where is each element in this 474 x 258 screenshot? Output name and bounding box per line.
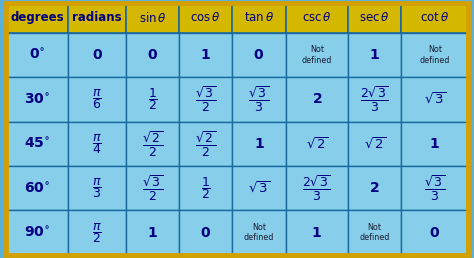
Text: $\dfrac{\pi}{4}$: $\dfrac{\pi}{4}$ xyxy=(92,132,102,156)
Bar xyxy=(126,122,179,166)
Bar xyxy=(232,77,285,122)
Text: $\dfrac{\sqrt{2}}{2}$: $\dfrac{\sqrt{2}}{2}$ xyxy=(142,129,163,159)
Bar xyxy=(285,122,348,166)
Text: $\tan\theta$: $\tan\theta$ xyxy=(244,11,274,25)
Text: radians: radians xyxy=(72,11,122,25)
Text: Not
defined: Not defined xyxy=(301,45,332,65)
Bar xyxy=(68,77,126,122)
Bar xyxy=(401,3,468,33)
Bar xyxy=(348,166,401,211)
Bar xyxy=(348,211,401,255)
Bar xyxy=(401,166,468,211)
Text: $\mathbf{1}$: $\mathbf{1}$ xyxy=(147,226,158,240)
Bar xyxy=(285,3,348,33)
Text: $\dfrac{\pi}{2}$: $\dfrac{\pi}{2}$ xyxy=(92,221,102,245)
Text: Not
defined: Not defined xyxy=(359,223,390,242)
Text: $\mathbf{60^{\circ}}$: $\mathbf{60^{\circ}}$ xyxy=(24,181,50,196)
Bar xyxy=(285,77,348,122)
Bar xyxy=(179,166,232,211)
Text: $\mathbf{90^{\circ}}$: $\mathbf{90^{\circ}}$ xyxy=(24,225,50,240)
Text: $\cot\theta$: $\cot\theta$ xyxy=(420,11,449,25)
Text: $\mathbf{1}$: $\mathbf{1}$ xyxy=(254,137,264,151)
Bar xyxy=(68,33,126,77)
Bar xyxy=(348,77,401,122)
Text: $\mathbf{0}$: $\mathbf{0}$ xyxy=(429,226,440,240)
Text: $\cos\theta$: $\cos\theta$ xyxy=(191,11,221,25)
Text: $\dfrac{2\sqrt{3}}{3}$: $\dfrac{2\sqrt{3}}{3}$ xyxy=(302,173,331,203)
Text: $\mathbf{1}$: $\mathbf{1}$ xyxy=(311,226,322,240)
Bar xyxy=(348,33,401,77)
Bar xyxy=(179,3,232,33)
Text: $\mathbf{0}$: $\mathbf{0}$ xyxy=(201,226,211,240)
Bar xyxy=(232,211,285,255)
Text: $\sec\theta$: $\sec\theta$ xyxy=(359,11,390,25)
Text: $\dfrac{\sqrt{3}}{3}$: $\dfrac{\sqrt{3}}{3}$ xyxy=(424,173,445,203)
Bar xyxy=(348,3,401,33)
Bar xyxy=(179,211,232,255)
Bar xyxy=(6,33,68,77)
Text: $\sin\theta$: $\sin\theta$ xyxy=(139,11,166,25)
Text: $\dfrac{1}{2}$: $\dfrac{1}{2}$ xyxy=(201,175,211,201)
Text: $\csc\theta$: $\csc\theta$ xyxy=(302,11,332,25)
Bar xyxy=(232,122,285,166)
Bar xyxy=(179,77,232,122)
Bar xyxy=(6,77,68,122)
Text: $\dfrac{2\sqrt{3}}{3}$: $\dfrac{2\sqrt{3}}{3}$ xyxy=(360,85,389,114)
Text: $\dfrac{1}{2}$: $\dfrac{1}{2}$ xyxy=(147,86,157,112)
Bar xyxy=(232,33,285,77)
Text: $\mathbf{1}$: $\mathbf{1}$ xyxy=(201,48,211,62)
Bar xyxy=(179,33,232,77)
Text: $\mathbf{0}$: $\mathbf{0}$ xyxy=(91,48,102,62)
Text: $\sqrt{2}$: $\sqrt{2}$ xyxy=(364,136,386,151)
Bar xyxy=(6,166,68,211)
Bar xyxy=(126,77,179,122)
Bar xyxy=(401,77,468,122)
Text: $\sqrt{3}$: $\sqrt{3}$ xyxy=(248,181,270,196)
Bar xyxy=(6,3,68,33)
Bar xyxy=(126,33,179,77)
Text: $\dfrac{\pi}{3}$: $\dfrac{\pi}{3}$ xyxy=(92,176,102,200)
Bar xyxy=(401,122,468,166)
Text: $\mathbf{1}$: $\mathbf{1}$ xyxy=(429,137,440,151)
Bar xyxy=(232,166,285,211)
Bar xyxy=(285,33,348,77)
Text: $\dfrac{\pi}{6}$: $\dfrac{\pi}{6}$ xyxy=(92,87,102,111)
Text: $\dfrac{\sqrt{3}}{2}$: $\dfrac{\sqrt{3}}{2}$ xyxy=(195,85,216,114)
Text: $\dfrac{\sqrt{3}}{2}$: $\dfrac{\sqrt{3}}{2}$ xyxy=(142,173,163,203)
Bar xyxy=(126,211,179,255)
Text: $\mathbf{1}$: $\mathbf{1}$ xyxy=(369,48,380,62)
Text: $\mathbf{45^{\circ}}$: $\mathbf{45^{\circ}}$ xyxy=(24,136,50,151)
Text: $\mathbf{0}$: $\mathbf{0}$ xyxy=(147,48,158,62)
Bar xyxy=(179,122,232,166)
Text: Not
defined: Not defined xyxy=(419,45,450,65)
Bar xyxy=(68,166,126,211)
Bar xyxy=(232,3,285,33)
Bar xyxy=(401,211,468,255)
Text: $\mathbf{2}$: $\mathbf{2}$ xyxy=(369,181,380,195)
Text: $\sqrt{3}$: $\sqrt{3}$ xyxy=(424,92,446,107)
Bar xyxy=(6,211,68,255)
Bar xyxy=(126,166,179,211)
Bar xyxy=(348,122,401,166)
Bar xyxy=(6,122,68,166)
Text: $\dfrac{\sqrt{3}}{3}$: $\dfrac{\sqrt{3}}{3}$ xyxy=(248,85,270,114)
Bar xyxy=(285,211,348,255)
Text: $\mathbf{0^{\circ}}$: $\mathbf{0^{\circ}}$ xyxy=(29,48,45,62)
Text: $\mathbf{0}$: $\mathbf{0}$ xyxy=(254,48,264,62)
Text: Not
defined: Not defined xyxy=(244,223,274,242)
Text: $\sqrt{2}$: $\sqrt{2}$ xyxy=(306,136,328,151)
Bar xyxy=(68,3,126,33)
Text: $\dfrac{\sqrt{2}}{2}$: $\dfrac{\sqrt{2}}{2}$ xyxy=(195,129,216,159)
Bar xyxy=(401,33,468,77)
Text: $\mathbf{30^{\circ}}$: $\mathbf{30^{\circ}}$ xyxy=(24,92,50,107)
Bar xyxy=(126,3,179,33)
Text: $\mathbf{2}$: $\mathbf{2}$ xyxy=(311,92,322,106)
Bar xyxy=(68,122,126,166)
Text: degrees: degrees xyxy=(10,11,64,25)
Bar xyxy=(285,166,348,211)
Bar xyxy=(68,211,126,255)
